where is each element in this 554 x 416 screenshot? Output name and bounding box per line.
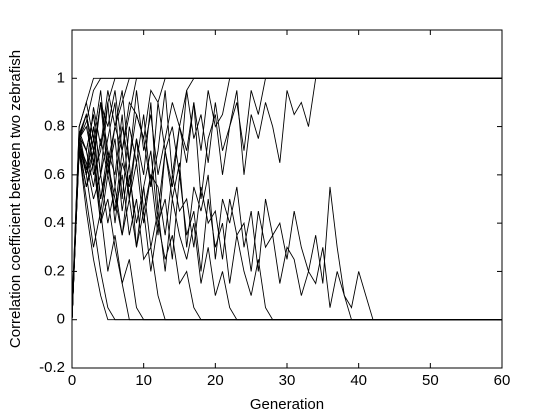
x-tick-label: 30 bbox=[279, 372, 296, 389]
series-line bbox=[71, 150, 502, 321]
x-tick-label: 20 bbox=[207, 372, 224, 389]
series-line bbox=[71, 150, 502, 321]
x-axis-label: Generation bbox=[250, 396, 324, 413]
series-line bbox=[71, 77, 502, 320]
series-line bbox=[71, 77, 502, 320]
y-tick-label: 0 bbox=[57, 311, 65, 328]
x-tick-label: 60 bbox=[494, 372, 511, 389]
y-tick-label: 0.6 bbox=[44, 166, 65, 183]
series-line bbox=[71, 138, 502, 321]
y-tick-label: 0.2 bbox=[44, 262, 65, 279]
series-line bbox=[71, 143, 502, 321]
y-tick-label: 0.4 bbox=[44, 214, 65, 231]
y-tick-label: -0.2 bbox=[39, 359, 65, 376]
series-line bbox=[71, 136, 502, 321]
plot-area bbox=[71, 77, 502, 321]
series-line bbox=[71, 126, 502, 321]
x-tick-label: 40 bbox=[350, 372, 367, 389]
x-tick-label: 0 bbox=[68, 372, 76, 389]
x-tick-label: 50 bbox=[422, 372, 439, 389]
x-tick-label: 10 bbox=[135, 372, 152, 389]
series-line bbox=[71, 136, 502, 321]
y-tick-label: 0.8 bbox=[44, 118, 65, 135]
y-tick-label: 1 bbox=[57, 69, 65, 86]
y-axis-label: Correlation coefficient between two zebr… bbox=[7, 50, 24, 348]
